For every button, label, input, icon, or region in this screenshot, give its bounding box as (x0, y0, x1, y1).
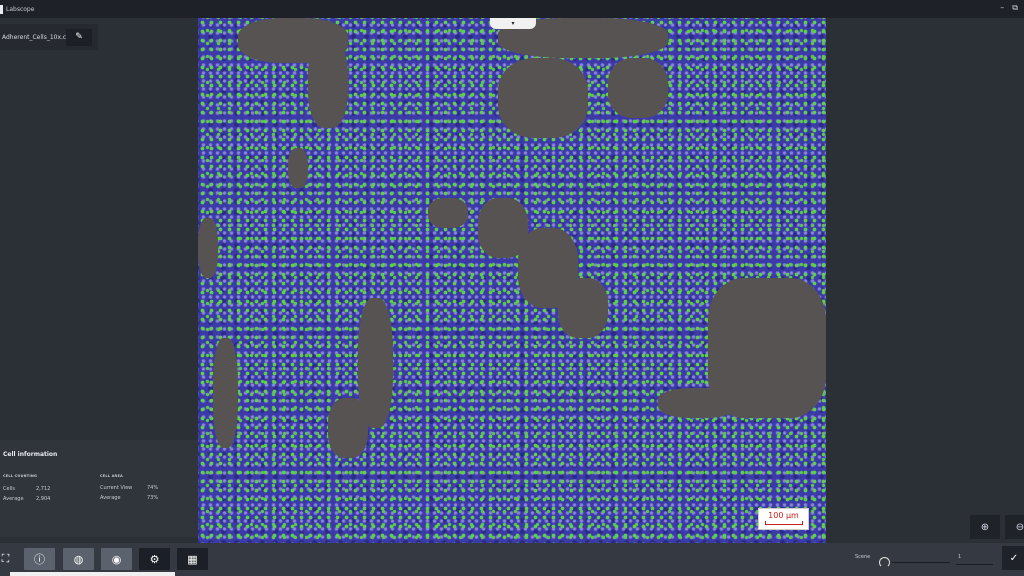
rename-button[interactable]: ✎ (66, 28, 92, 46)
scene-value-underline (956, 564, 993, 565)
confirm-button[interactable]: ✓ (1002, 546, 1024, 570)
cell-info-title: Cell information (3, 451, 58, 458)
microscopy-image[interactable] (198, 18, 826, 543)
zoom-out-icon: ⊖ (1015, 521, 1024, 533)
zoom-in-button[interactable]: ⊕ (970, 515, 1000, 539)
average-area-value: 73% (147, 495, 159, 501)
grid-icon: ▦ (187, 552, 198, 566)
zoom-fit-icon: ⛶ (1, 552, 10, 565)
cell-area-button[interactable]: ◉ (101, 548, 132, 570)
cell-area-header: CELL AREA (100, 474, 123, 478)
file-bar: Adherent_Cells_10x.czi ✎ (0, 24, 98, 50)
grid-button[interactable]: ▦ (177, 548, 208, 570)
cell-information-panel: Cell information CELL COUNTING Cells 2,7… (0, 440, 198, 537)
chevron-down-icon: ▾ (511, 20, 515, 27)
collapse-toggle[interactable]: ▾ (490, 18, 536, 29)
current-view-value: 74% (147, 485, 159, 491)
scale-bar-label: 100 µm (768, 511, 799, 520)
info-button[interactable]: ⓘ (24, 548, 55, 570)
zoom-fit-button[interactable]: ⛶ (0, 548, 21, 570)
average-count-value: 2,904 (36, 496, 51, 502)
restore-button[interactable]: ⧉ (1012, 3, 1018, 12)
cell-icon: ◍ (73, 552, 84, 566)
average-count-label: Average (3, 496, 24, 502)
check-icon: ✓ (1009, 552, 1019, 564)
cells-label: Cells (3, 486, 15, 492)
cell-counting-header: CELL COUNTING (3, 474, 38, 478)
settings-button[interactable]: ⚙ (139, 548, 170, 570)
settings-icon: ⚙ (149, 552, 160, 566)
average-area-label: Average (100, 495, 121, 501)
cell-count-button[interactable]: ◍ (63, 548, 94, 570)
zoom-out-button[interactable]: ⊖ (1005, 515, 1024, 539)
scene-value[interactable]: 1 (958, 554, 962, 560)
progress-bar (10, 572, 175, 576)
right-panel (826, 18, 1024, 543)
scene-slider[interactable] (892, 562, 950, 563)
scene-slider-knob[interactable] (879, 557, 890, 568)
scale-bar: 100 µm (758, 508, 809, 530)
current-view-label: Current View (100, 485, 133, 491)
minimize-button[interactable]: – (1000, 3, 1005, 12)
info-icon: ⓘ (34, 553, 45, 566)
cell-area-icon: ◉ (111, 552, 122, 566)
title-bar: Labscope – ⧉ (0, 0, 1024, 18)
scene-label: Scene (855, 554, 871, 560)
pencil-icon: ✎ (75, 32, 83, 42)
cells-value: 2,712 (36, 486, 51, 492)
bottom-toolbar: ⛶ ⓘ ◍ ◉ ⚙ ▦ (0, 543, 1024, 576)
app-logo (0, 4, 3, 14)
zoom-in-icon: ⊕ (980, 521, 990, 533)
app-title: Labscope (6, 5, 35, 13)
file-name: Adherent_Cells_10x.czi (2, 33, 72, 41)
